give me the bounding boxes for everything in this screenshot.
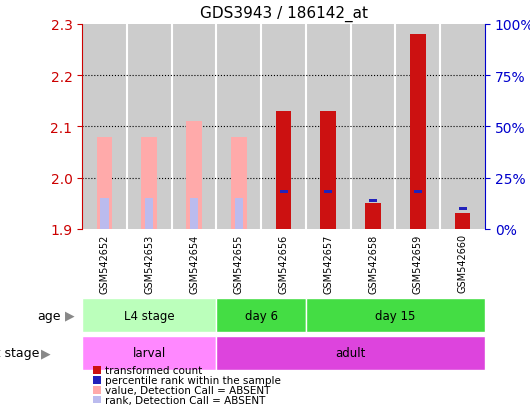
Bar: [306, 25, 351, 229]
Bar: [82, 299, 216, 332]
Bar: [261, 25, 306, 229]
Bar: [410, 35, 426, 229]
Bar: [351, 25, 395, 229]
Bar: [306, 299, 485, 332]
Text: adult: adult: [335, 346, 366, 359]
Text: larval: larval: [132, 346, 166, 359]
Text: GSM542656: GSM542656: [279, 234, 288, 293]
Bar: [190, 199, 198, 229]
Bar: [276, 112, 292, 229]
Text: L4 stage: L4 stage: [124, 309, 174, 322]
Bar: [395, 25, 440, 229]
Text: ▶: ▶: [41, 346, 51, 359]
Text: age: age: [38, 309, 61, 322]
Bar: [96, 137, 112, 229]
Text: day 15: day 15: [375, 309, 416, 322]
Bar: [369, 199, 377, 202]
Bar: [279, 191, 288, 194]
Bar: [216, 25, 261, 229]
Bar: [365, 204, 381, 229]
Text: development stage: development stage: [0, 346, 40, 359]
Title: GDS3943 / 186142_at: GDS3943 / 186142_at: [200, 6, 367, 22]
Bar: [142, 137, 157, 229]
Text: value, Detection Call = ABSENT: value, Detection Call = ABSENT: [105, 385, 271, 395]
Bar: [440, 25, 485, 229]
Text: GSM542658: GSM542658: [368, 234, 378, 293]
Bar: [101, 199, 109, 229]
Bar: [324, 191, 332, 194]
Text: ▶: ▶: [65, 309, 74, 322]
Text: day 6: day 6: [245, 309, 278, 322]
Text: GSM542654: GSM542654: [189, 234, 199, 293]
Bar: [321, 112, 336, 229]
Bar: [455, 214, 471, 229]
Text: GSM542655: GSM542655: [234, 234, 244, 293]
Bar: [235, 199, 243, 229]
Text: GSM542653: GSM542653: [144, 234, 154, 293]
Text: GSM542659: GSM542659: [413, 234, 423, 293]
Bar: [186, 122, 202, 229]
Text: transformed count: transformed count: [105, 365, 202, 375]
Text: percentile rank within the sample: percentile rank within the sample: [105, 375, 281, 385]
Text: rank, Detection Call = ABSENT: rank, Detection Call = ABSENT: [105, 395, 266, 405]
Text: GSM542657: GSM542657: [323, 234, 333, 293]
Bar: [458, 207, 466, 210]
Bar: [216, 336, 485, 370]
Bar: [127, 25, 172, 229]
Bar: [82, 25, 127, 229]
Bar: [231, 137, 246, 229]
Bar: [145, 199, 153, 229]
Bar: [216, 299, 306, 332]
Text: GSM542652: GSM542652: [100, 234, 110, 293]
Text: GSM542660: GSM542660: [457, 234, 467, 293]
Bar: [414, 191, 422, 194]
Bar: [172, 25, 216, 229]
Bar: [82, 336, 216, 370]
